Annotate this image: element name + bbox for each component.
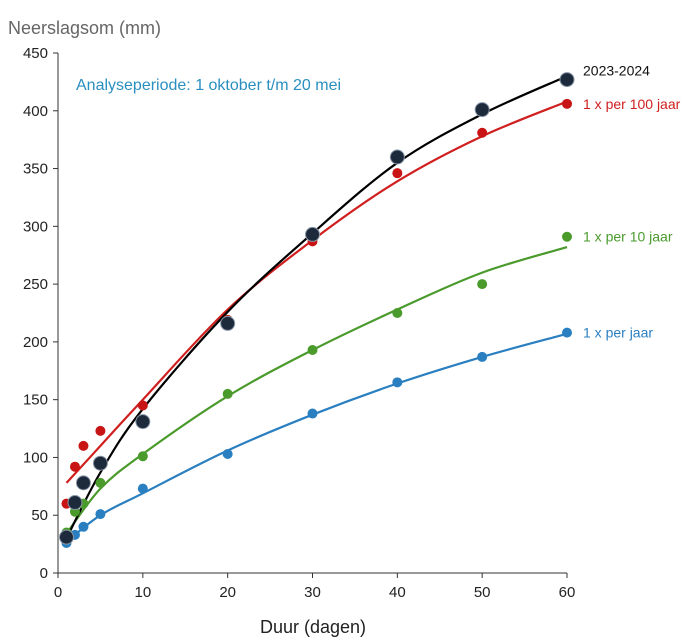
- y-tick-label: 150: [23, 392, 48, 409]
- point-series-1: [477, 127, 488, 138]
- trend-line-0: [65, 75, 568, 539]
- point-series-3: [307, 408, 318, 419]
- point-series-2: [95, 477, 106, 488]
- axes: 0 50 100 150 200 250 300 350 400 450 0 10 20 30 40 50 60: [23, 45, 575, 601]
- x-tick-label: 20: [219, 584, 236, 601]
- point-series-3: [222, 448, 233, 459]
- x-tick-label: 40: [389, 584, 406, 601]
- data-points: [58, 72, 575, 548]
- point-series-3: [477, 351, 488, 362]
- point-series-0: [305, 226, 320, 242]
- y-axis-label: Neerslagsom (mm): [8, 18, 161, 38]
- point-series-1: [392, 168, 403, 179]
- point-series-1: [562, 98, 572, 109]
- point-series-0: [92, 455, 108, 471]
- legend-label-0: 2023-2024: [583, 63, 650, 79]
- point-series-1: [137, 400, 148, 411]
- point-series-1: [95, 425, 106, 436]
- point-series-0: [389, 149, 405, 165]
- x-tick-label: 10: [134, 584, 151, 601]
- point-series-2: [222, 388, 233, 399]
- point-series-3: [562, 327, 572, 338]
- point-series-0: [220, 315, 236, 331]
- y-tick-label: 450: [23, 45, 48, 62]
- y-tick-label: 400: [23, 103, 48, 120]
- legend-label-3: 1 x per jaar: [583, 325, 653, 341]
- x-tick-label: 60: [559, 584, 576, 601]
- point-series-2: [307, 344, 318, 355]
- point-series-0: [75, 475, 91, 491]
- y-tick-label: 350: [23, 161, 48, 178]
- y-tick-label: 300: [23, 218, 48, 235]
- trend-line-1: [65, 100, 568, 484]
- point-series-0: [474, 102, 490, 118]
- x-tick-label: 30: [304, 584, 321, 601]
- point-series-3: [78, 521, 89, 532]
- point-series-0: [58, 529, 74, 545]
- legend-label-2: 1 x per 10 jaar: [583, 229, 673, 245]
- point-series-3: [392, 377, 403, 388]
- point-series-1: [78, 440, 89, 451]
- y-tick-label: 250: [23, 276, 48, 293]
- point-series-0: [135, 414, 151, 430]
- point-series-2: [562, 231, 572, 242]
- y-tick-label: 200: [23, 334, 48, 351]
- point-series-1: [69, 461, 80, 472]
- y-tick-label: 50: [31, 507, 48, 524]
- point-series-2: [392, 308, 403, 318]
- analysis-period-annotation: Analyseperiode: 1 oktober t/m 20 mei: [76, 77, 341, 94]
- trend-lines: [65, 75, 568, 543]
- y-tick-label: 100: [23, 449, 48, 466]
- point-series-3: [95, 509, 106, 520]
- y-tick-label: 0: [40, 565, 48, 582]
- point-series-3: [137, 483, 148, 494]
- legend: 2023-2024 1 x per 100 jaar 1 x per 10 jaar…: [583, 63, 681, 341]
- x-tick-label: 50: [474, 584, 491, 601]
- trend-line-2: [65, 246, 568, 535]
- x-axis-label: Duur (dagen): [260, 617, 366, 637]
- trend-line-3: [65, 332, 568, 543]
- point-series-2: [137, 451, 148, 462]
- x-tick-label: 0: [54, 584, 62, 601]
- legend-label-1: 1 x per 100 jaar: [583, 96, 681, 112]
- point-series-0: [559, 72, 575, 88]
- point-series-2: [477, 279, 488, 290]
- point-series-0: [67, 495, 83, 511]
